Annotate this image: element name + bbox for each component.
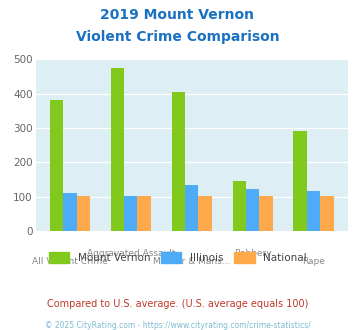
Bar: [111, 68, 124, 231]
Text: Compared to U.S. average. (U.S. average equals 100): Compared to U.S. average. (U.S. average …: [47, 299, 308, 309]
Text: 2019 Mount Vernon: 2019 Mount Vernon: [100, 8, 255, 22]
Bar: [320, 196, 334, 231]
Bar: [294, 131, 307, 231]
Text: Murder & Mans...: Murder & Mans...: [153, 257, 230, 266]
Text: Violent Crime Comparison: Violent Crime Comparison: [76, 30, 279, 44]
Bar: [198, 196, 212, 231]
Bar: [50, 100, 63, 231]
Text: Robbery: Robbery: [234, 249, 272, 258]
Bar: [246, 189, 260, 231]
Bar: [185, 185, 198, 231]
Text: Aggravated Assault: Aggravated Assault: [87, 249, 175, 258]
Bar: [260, 196, 273, 231]
Bar: [307, 191, 320, 231]
Bar: [171, 92, 185, 231]
Bar: [63, 193, 77, 231]
Text: All Violent Crime: All Violent Crime: [32, 257, 108, 266]
Legend: Mount Vernon, Illinois, National: Mount Vernon, Illinois, National: [44, 248, 311, 267]
Bar: [233, 181, 246, 231]
Bar: [137, 196, 151, 231]
Text: © 2025 CityRating.com - https://www.cityrating.com/crime-statistics/: © 2025 CityRating.com - https://www.city…: [45, 321, 310, 330]
Bar: [77, 196, 90, 231]
Bar: [124, 196, 137, 231]
Text: Rape: Rape: [302, 257, 325, 266]
